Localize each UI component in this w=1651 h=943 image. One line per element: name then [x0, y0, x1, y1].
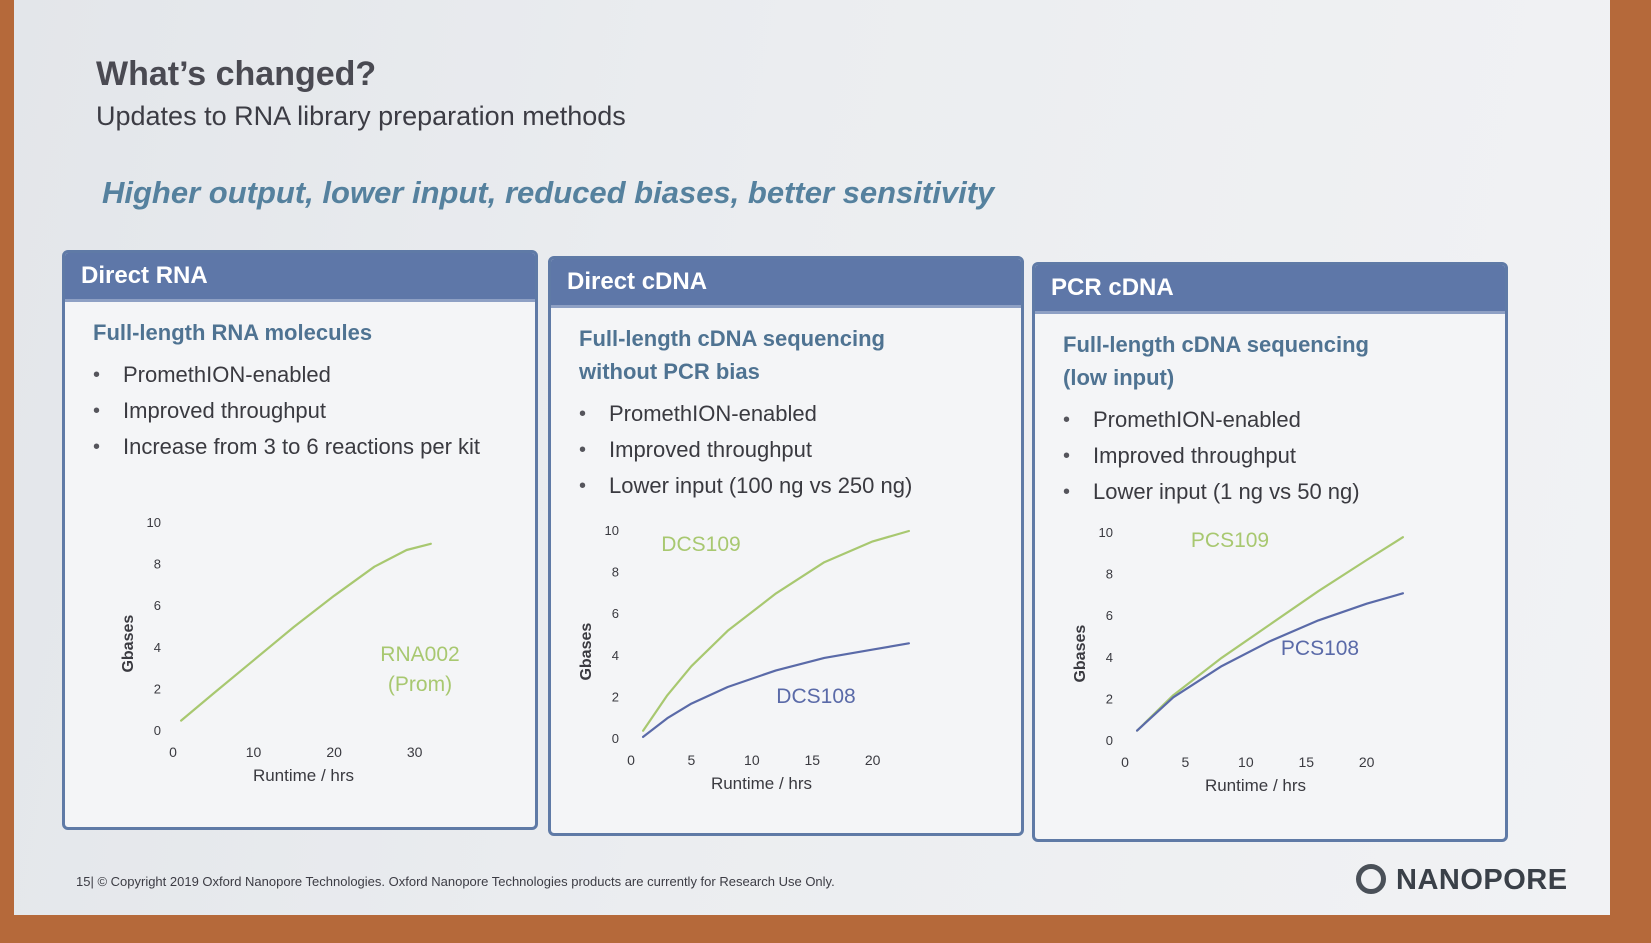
- panel-direct-cdna: Direct cDNA Full-length cDNA sequencing …: [548, 256, 1024, 836]
- bullet-item: PromethION-enabled: [1063, 402, 1505, 438]
- panel-header: Direct cDNA: [551, 259, 1021, 308]
- x-tick-label: 5: [1182, 754, 1190, 770]
- x-tick-label: 20: [326, 744, 342, 760]
- series-label: DCS108: [776, 685, 855, 708]
- y-axis-label: Gbases: [578, 623, 595, 681]
- y-tick-label: 6: [154, 598, 161, 613]
- x-tick-label: 15: [804, 752, 820, 768]
- chart-pcr-cdna: 0 2 4 6 8 10 0 5 10 15 20 Runtime / hrs Gbases PCS109…: [1072, 525, 1404, 795]
- panel-heading-line: (low input): [1063, 365, 1175, 390]
- x-tick-label: 20: [1359, 754, 1375, 770]
- series-label: RNA002: [380, 643, 459, 666]
- y-axis-label: Gbases: [120, 615, 137, 673]
- panel-heading-line: without PCR bias: [579, 359, 760, 384]
- x-axis-label: Runtime / hrs: [711, 774, 812, 793]
- bullet-item: PromethION-enabled: [579, 396, 1021, 432]
- panel-pcr-cdna: PCR cDNA Full-length cDNA sequencing (lo…: [1032, 262, 1508, 842]
- bullet-list: PromethION-enabled Improved throughput I…: [65, 357, 535, 465]
- bullet-list: PromethION-enabled Improved throughput L…: [1035, 402, 1505, 510]
- y-tick-label: 4: [612, 648, 619, 663]
- x-axis-label: Runtime / hrs: [1205, 776, 1306, 795]
- bullet-item: Improved throughput: [579, 432, 1021, 468]
- x-tick-label: 10: [744, 752, 760, 768]
- y-tick-label: 4: [154, 640, 161, 655]
- x-tick-label: 20: [865, 752, 881, 768]
- series-line-pcs108: [1135, 592, 1404, 732]
- footer-copyright: 15| © Copyright 2019 Oxford Nanopore Tec…: [76, 874, 835, 889]
- y-tick-label: 0: [1106, 733, 1113, 748]
- bullet-item: PromethION-enabled: [93, 357, 535, 393]
- series-line-dcs109: [641, 529, 910, 732]
- series-line-rna002-prom-: [179, 542, 432, 722]
- x-tick-label: 5: [688, 752, 696, 768]
- bullet-item: Lower input (1 ng vs 50 ng): [1063, 474, 1505, 510]
- series-label: DCS109: [661, 533, 740, 556]
- panel-direct-rna: Direct RNA Full-length RNA molecules Pro…: [62, 250, 538, 830]
- panel-header: PCR cDNA: [1035, 265, 1505, 314]
- y-tick-label: 2: [1106, 691, 1113, 706]
- panel-header: Direct RNA: [65, 253, 535, 302]
- y-tick-label: 10: [605, 523, 619, 538]
- x-axis-label: Runtime / hrs: [253, 766, 354, 785]
- series-line-pcs109: [1135, 536, 1404, 732]
- chart-direct-rna: 0 2 4 6 8 10 0 10 20 30 Runtime / hrs Gbases RNA002 (…: [120, 515, 460, 785]
- logo-text: NANOPORE: [1396, 864, 1568, 896]
- y-tick-label: 6: [612, 606, 619, 621]
- y-tick-label: 10: [1099, 525, 1113, 540]
- logo-ring-icon: [1356, 864, 1386, 894]
- y-axis-label: Gbases: [1072, 625, 1089, 683]
- series-label: (Prom): [388, 673, 452, 696]
- company-logo: NANOPORE: [1356, 860, 1606, 908]
- y-tick-label: 8: [1106, 567, 1113, 582]
- y-tick-label: 2: [154, 681, 161, 696]
- y-tick-label: 10: [147, 515, 161, 530]
- slide-subtitle: Updates to RNA library preparation metho…: [96, 101, 626, 131]
- y-tick-label: 0: [612, 731, 619, 746]
- series-line-dcs108: [641, 642, 910, 738]
- bullet-item: Improved throughput: [93, 393, 535, 429]
- bullet-item: Increase from 3 to 6 reactions per kit: [93, 429, 535, 465]
- y-tick-label: 4: [1106, 650, 1113, 665]
- x-tick-label: 0: [169, 744, 177, 760]
- bullet-item: Improved throughput: [1063, 438, 1505, 474]
- x-tick-label: 0: [1121, 754, 1129, 770]
- panel-heading-line: Full-length RNA molecules: [93, 320, 373, 345]
- panel-heading: Full-length cDNA sequencing (low input): [1063, 328, 1487, 394]
- chart-direct-cdna: 0 2 4 6 8 10 0 5 10 15 20 Runtime / hrs Gbases DCS109…: [578, 523, 910, 793]
- x-tick-label: 15: [1298, 754, 1314, 770]
- y-tick-label: 2: [612, 689, 619, 704]
- y-tick-label: 8: [612, 565, 619, 580]
- x-tick-label: 10: [1238, 754, 1254, 770]
- slide-tagline: Higher output, lower input, reduced bias…: [102, 175, 995, 210]
- panel-heading: Full-length RNA molecules: [93, 316, 517, 349]
- y-tick-label: 0: [154, 723, 161, 738]
- slide: What’s changed? Updates to RNA library p…: [14, 0, 1610, 915]
- panel-heading-line: Full-length cDNA sequencing: [579, 326, 885, 351]
- slide-title: What’s changed?: [96, 55, 377, 93]
- series-label: PCS108: [1281, 637, 1359, 660]
- y-tick-label: 6: [1106, 608, 1113, 623]
- panel-heading-line: Full-length cDNA sequencing: [1063, 332, 1369, 357]
- x-tick-label: 10: [246, 744, 262, 760]
- series-label: PCS109: [1191, 529, 1269, 552]
- bullet-item: Lower input (100 ng vs 250 ng): [579, 468, 1021, 504]
- panel-heading: Full-length cDNA sequencing without PCR …: [579, 322, 1003, 388]
- x-tick-label: 30: [407, 744, 423, 760]
- y-tick-label: 8: [154, 557, 161, 572]
- bullet-list: PromethION-enabled Improved throughput L…: [551, 396, 1021, 504]
- x-tick-label: 0: [627, 752, 635, 768]
